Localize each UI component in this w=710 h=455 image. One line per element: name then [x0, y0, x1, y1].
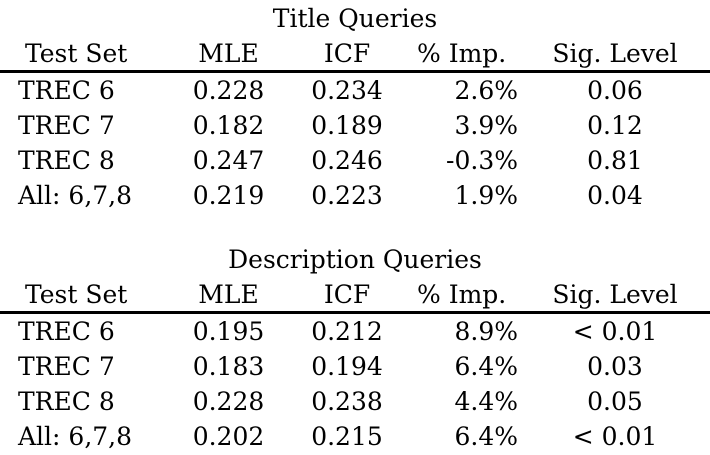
header-row: Test Set MLE ICF % Imp. Sig. Level — [0, 36, 710, 73]
cell-mle: 0.183 — [192, 352, 265, 381]
table-row: All: 6,7,8 0.219 0.223 1.9% 0.04 — [0, 178, 710, 213]
column-header-pct-imp: % Imp. — [417, 36, 520, 73]
cell-mle: 0.195 — [192, 317, 265, 346]
cell-pct-imp: 6.4% — [454, 352, 518, 381]
cell-sig-level: 0.81 — [587, 146, 643, 175]
cell-test-set: TREC 7 — [18, 111, 115, 140]
cell-sig-level: < 0.01 — [572, 422, 658, 451]
cell-mle: 0.202 — [192, 422, 265, 451]
table-row: All: 6,7,8 0.202 0.215 6.4% < 0.01 — [0, 419, 710, 454]
header-row: Test Set MLE ICF % Imp. Sig. Level — [0, 277, 710, 314]
cell-test-set: TREC 6 — [18, 317, 115, 346]
cell-icf: 0.246 — [311, 146, 383, 175]
cell-icf: 0.234 — [311, 76, 383, 105]
table-row: TREC 7 0.183 0.194 6.4% 0.03 — [0, 349, 710, 384]
cell-sig-level: 0.03 — [587, 352, 643, 381]
cell-icf: 0.215 — [311, 422, 383, 451]
table-row: TREC 7 0.182 0.189 3.9% 0.12 — [0, 108, 710, 143]
cell-icf: 0.194 — [311, 352, 383, 381]
cell-mle: 0.219 — [192, 181, 265, 210]
cell-pct-imp: 4.4% — [454, 387, 518, 416]
cell-test-set: TREC 6 — [18, 76, 115, 105]
title-queries-section: Title Queries Test Set MLE ICF % Imp. Si… — [0, 0, 710, 213]
cell-pct-imp: 3.9% — [454, 111, 518, 140]
title-queries-table: Test Set MLE ICF % Imp. Sig. Level TREC … — [0, 36, 710, 213]
cell-test-set: All: 6,7,8 — [18, 422, 133, 451]
cell-test-set: TREC 8 — [18, 387, 115, 416]
cell-icf: 0.212 — [311, 317, 383, 346]
description-queries-section: Description Queries Test Set MLE ICF % I… — [0, 241, 710, 454]
description-queries-table: Test Set MLE ICF % Imp. Sig. Level TREC … — [0, 277, 710, 454]
cell-test-set: TREC 7 — [18, 352, 115, 381]
table-row: TREC 8 0.247 0.246 -0.3% 0.81 — [0, 143, 710, 178]
cell-pct-imp: 2.6% — [454, 76, 518, 105]
column-header-test-set: Test Set — [0, 36, 180, 73]
cell-sig-level: 0.06 — [587, 76, 643, 105]
column-header-mle: MLE — [180, 36, 277, 73]
cell-sig-level: 0.04 — [587, 181, 643, 210]
cell-test-set: All: 6,7,8 — [18, 181, 133, 210]
column-header-pct-imp: % Imp. — [417, 277, 520, 314]
cell-icf: 0.189 — [311, 111, 383, 140]
table-title-description-queries: Description Queries — [228, 245, 482, 274]
cell-mle: 0.247 — [192, 146, 265, 175]
table-title-title-queries: Title Queries — [272, 4, 438, 33]
column-header-mle: MLE — [180, 277, 277, 314]
cell-icf: 0.223 — [311, 181, 383, 210]
cell-mle: 0.228 — [192, 76, 265, 105]
column-header-sig-level: Sig. Level — [520, 277, 710, 314]
column-header-icf: ICF — [277, 277, 417, 314]
cell-mle: 0.228 — [192, 387, 265, 416]
table-row: TREC 8 0.228 0.238 4.4% 0.05 — [0, 384, 710, 419]
cell-icf: 0.238 — [311, 387, 383, 416]
cell-pct-imp: 6.4% — [454, 422, 518, 451]
column-header-test-set: Test Set — [0, 277, 180, 314]
cell-pct-imp: 8.9% — [454, 317, 518, 346]
cell-test-set: TREC 8 — [18, 146, 115, 175]
cell-pct-imp: -0.3% — [446, 146, 518, 175]
table-row: TREC 6 0.195 0.212 8.9% < 0.01 — [0, 313, 710, 350]
cell-sig-level: 0.12 — [587, 111, 643, 140]
cell-sig-level: 0.05 — [587, 387, 643, 416]
cell-pct-imp: 1.9% — [454, 181, 518, 210]
cell-mle: 0.182 — [192, 111, 265, 140]
column-header-icf: ICF — [277, 36, 417, 73]
table-row: TREC 6 0.228 0.234 2.6% 0.06 — [0, 72, 710, 109]
column-header-sig-level: Sig. Level — [520, 36, 710, 73]
cell-sig-level: < 0.01 — [572, 317, 658, 346]
